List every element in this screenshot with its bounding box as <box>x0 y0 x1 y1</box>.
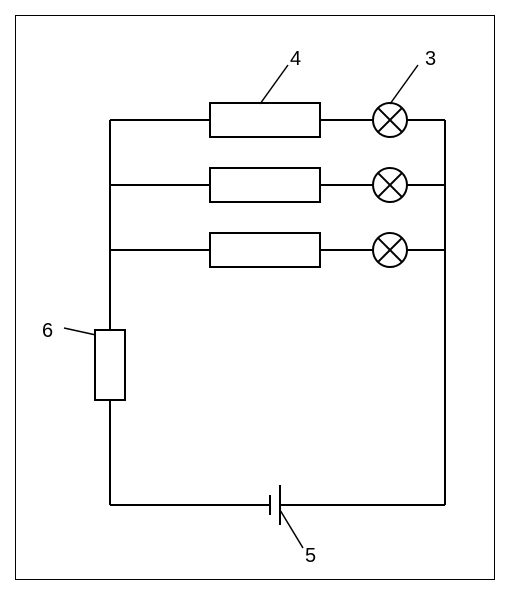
label-3: 3 <box>425 48 436 71</box>
label-5: 5 <box>305 545 316 568</box>
label-6: 6 <box>42 320 53 343</box>
circuit-diagram <box>0 0 509 595</box>
label-4: 4 <box>290 48 301 71</box>
